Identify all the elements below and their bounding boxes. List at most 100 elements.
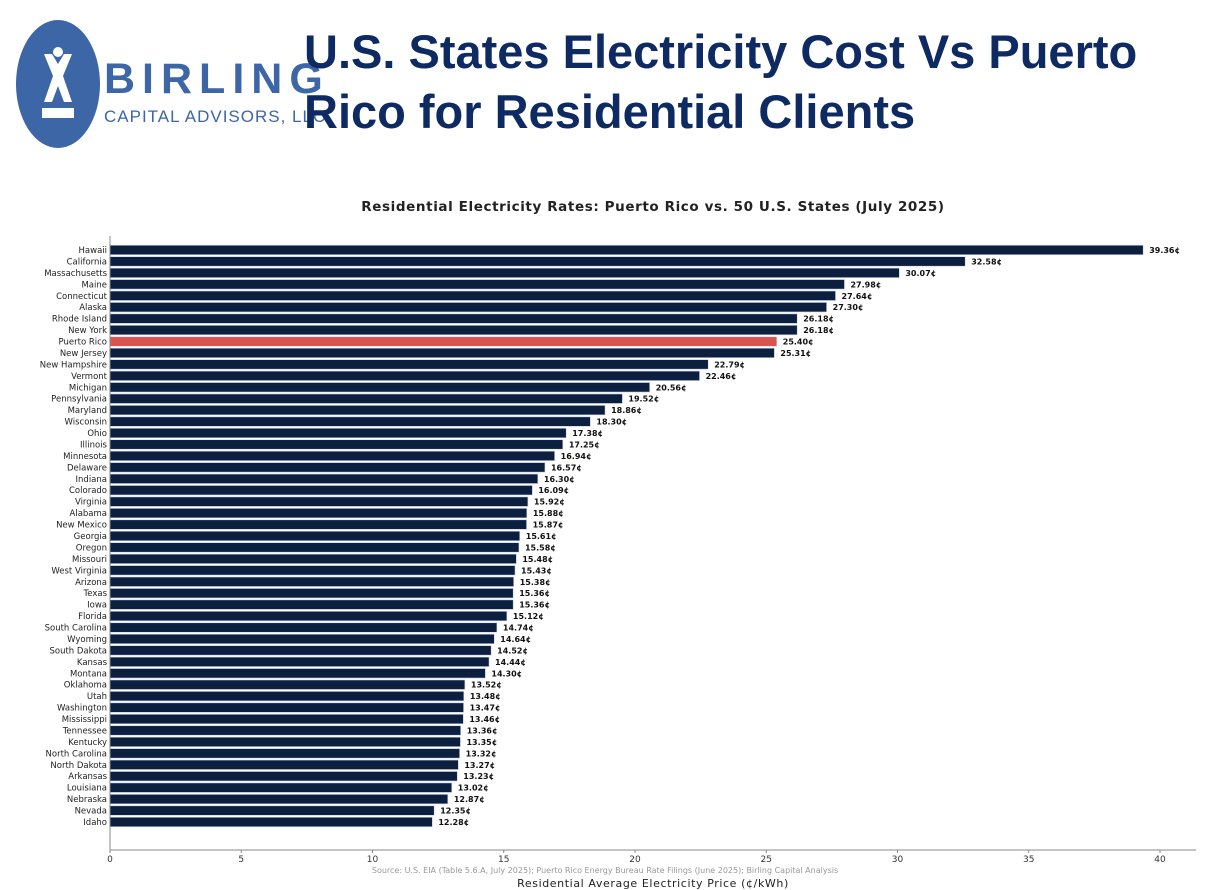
data-label: 13.32¢ <box>466 749 497 758</box>
data-label: 13.35¢ <box>466 738 497 747</box>
bar-maryland <box>109 405 606 416</box>
data-label: 27.98¢ <box>850 280 881 289</box>
bar-colorado <box>109 485 533 496</box>
data-label: 13.27¢ <box>464 761 495 770</box>
data-label: 32.58¢ <box>971 257 1002 266</box>
bar-connecticut <box>109 290 836 301</box>
data-label: 12.87¢ <box>454 795 485 804</box>
category-label: Nebraska <box>67 795 107 805</box>
category-label: Oregon <box>76 543 107 553</box>
data-label: 14.52¢ <box>497 646 528 655</box>
category-label: Illinois <box>80 440 108 450</box>
bar-minnesota <box>109 450 555 461</box>
category-label: New Jersey <box>60 349 107 359</box>
category-label: Massachusetts <box>44 269 107 279</box>
bar-wisconsin <box>109 416 591 427</box>
category-label: Maryland <box>68 406 107 416</box>
bar-vermont <box>109 370 700 381</box>
category-label: Connecticut <box>56 292 108 302</box>
data-label: 27.64¢ <box>842 292 873 301</box>
bar-massachusetts <box>109 267 900 278</box>
bar-new-mexico <box>109 519 527 530</box>
data-label: 26.18¢ <box>803 326 834 335</box>
logo-wordmark: BIRLING <box>104 55 330 103</box>
data-label: 15.12¢ <box>513 612 544 621</box>
bar-new-jersey <box>109 347 775 359</box>
category-label: Wyoming <box>67 635 107 645</box>
data-label: 12.35¢ <box>440 807 471 816</box>
page-title: U.S. States Electricity Cost Vs Puerto R… <box>304 25 1138 138</box>
bar-florida <box>109 611 508 622</box>
category-label: Washington <box>57 704 107 714</box>
data-label: 22.79¢ <box>714 360 745 369</box>
category-label: New Mexico <box>56 521 107 531</box>
data-label: 16.57¢ <box>551 463 582 472</box>
category-label: Minnesota <box>63 452 107 462</box>
category-label: Utah <box>87 692 107 702</box>
bar-kentucky <box>109 736 461 747</box>
category-label: Michigan <box>69 383 107 393</box>
data-label: 15.58¢ <box>525 543 556 552</box>
data-label: 39.36¢ <box>1149 246 1180 255</box>
data-label: 15.48¢ <box>522 555 553 564</box>
bar-tennessee <box>109 725 462 736</box>
data-label: 17.38¢ <box>572 429 603 438</box>
bar-california <box>109 256 966 267</box>
bar-pennsylvania <box>109 393 623 404</box>
category-label: South Carolina <box>45 624 107 634</box>
category-label: Ohio <box>87 429 107 439</box>
data-label: 26.18¢ <box>803 315 834 324</box>
bar-mississippi <box>109 713 464 725</box>
bar-nebraska <box>109 794 449 805</box>
data-label: 12.28¢ <box>438 818 469 827</box>
category-label: Idaho <box>83 818 107 828</box>
category-label: Indiana <box>76 475 107 485</box>
bar-washington <box>109 702 464 713</box>
category-label: Alabama <box>70 509 107 519</box>
x-tick-label: 15 <box>498 855 509 865</box>
bar-arizona <box>109 576 515 587</box>
data-label: 15.36¢ <box>519 601 550 610</box>
bar-georgia <box>109 530 521 542</box>
category-label: West Virginia <box>51 566 107 576</box>
data-label: 13.23¢ <box>463 772 494 781</box>
data-label: 16.30¢ <box>544 475 575 484</box>
bar-alabama <box>109 508 528 519</box>
data-label: 17.25¢ <box>569 440 600 449</box>
data-label: 13.02¢ <box>458 784 489 793</box>
category-label: Arkansas <box>68 772 107 782</box>
bar-montana <box>109 668 486 679</box>
bar-south-carolina <box>109 622 498 633</box>
category-label: North Carolina <box>46 749 107 759</box>
bar-indiana <box>109 473 539 484</box>
bar-texas <box>109 588 514 599</box>
bar-utah <box>109 691 465 702</box>
bar-hawaii <box>109 244 1144 256</box>
bar-north-dakota <box>109 759 459 770</box>
data-label: 15.88¢ <box>533 509 564 518</box>
data-label: 14.44¢ <box>495 658 526 667</box>
bar-new-york <box>109 325 798 336</box>
data-label: 13.48¢ <box>470 692 501 701</box>
bar-iowa <box>109 599 514 610</box>
bar-new-hampshire <box>109 359 709 370</box>
bar-wyoming <box>109 633 495 645</box>
bar-missouri <box>109 553 517 564</box>
bar-north-carolina <box>109 748 460 759</box>
category-label: Louisiana <box>67 784 107 794</box>
data-label: 13.52¢ <box>471 681 502 690</box>
data-label: 16.94¢ <box>561 452 592 461</box>
category-label: Puerto Rico <box>59 338 107 348</box>
data-label: 27.30¢ <box>833 303 864 312</box>
data-label: 13.46¢ <box>469 715 500 724</box>
bar-puerto-rico <box>109 336 778 347</box>
data-label: 15.92¢ <box>534 498 565 507</box>
data-label: 15.38¢ <box>520 578 551 587</box>
bar-oklahoma <box>109 679 466 690</box>
data-label: 25.31¢ <box>780 349 811 358</box>
category-label: Arizona <box>75 578 107 588</box>
bar-virginia <box>109 496 529 507</box>
bar-rhode-island <box>109 313 798 324</box>
x-axis-label: Residential Average Electricity Price (¢… <box>517 877 789 890</box>
x-tick-label: 20 <box>629 855 641 865</box>
